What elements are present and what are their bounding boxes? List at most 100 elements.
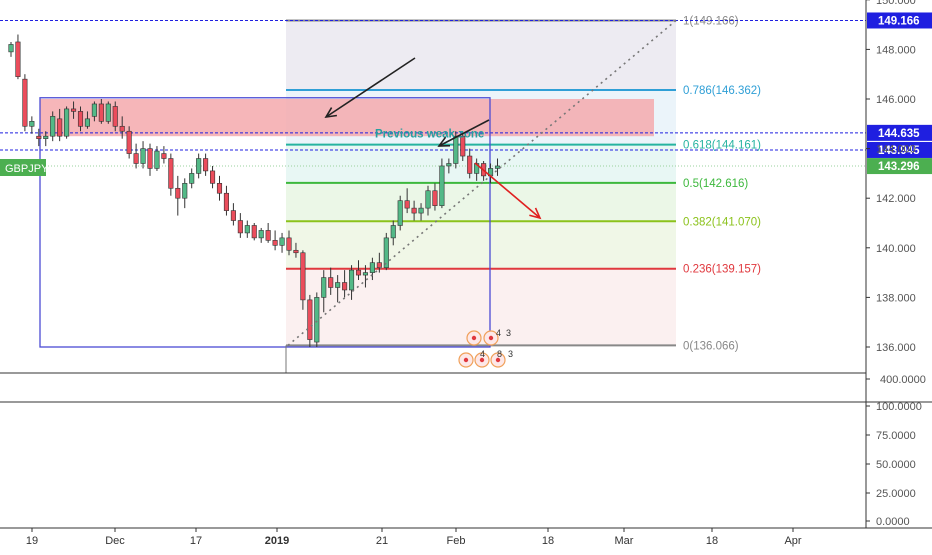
- candle-body: [210, 170, 216, 184]
- candle-body: [154, 150, 160, 169]
- indicator-tick-label: 50.0000: [876, 459, 916, 471]
- candle-body: [216, 183, 223, 194]
- candle-body: [467, 155, 473, 174]
- price-tag-bg: [867, 141, 932, 158]
- candle-body: [36, 135, 42, 139]
- candle-body: [203, 158, 209, 172]
- candle-body: [189, 173, 195, 184]
- range-box-rect: [39, 97, 491, 348]
- price-tag-bg: [867, 12, 932, 29]
- candle-body: [453, 135, 459, 164]
- candle-body: [383, 237, 389, 268]
- price-level-lines: [0, 19, 866, 167]
- candle-body: [223, 192, 229, 211]
- candle-body: [376, 262, 382, 268]
- candle-body: [355, 269, 362, 276]
- candle-body: [57, 118, 63, 137]
- candle-body: [335, 282, 341, 288]
- candle-body: [147, 148, 153, 169]
- pattern-marker-label: 4: [496, 328, 501, 338]
- time-tick-label: Mar: [615, 535, 634, 547]
- candle-body: [8, 44, 14, 53]
- candle-body: [22, 78, 28, 127]
- fib-label: 0.5(142.616): [683, 178, 748, 190]
- pattern-marker-label: 3: [508, 349, 513, 359]
- arrow-to-zone-shaft: [325, 57, 416, 118]
- time-tick-label: 21: [376, 535, 388, 547]
- candle-body: [342, 282, 348, 291]
- candle-body: [425, 190, 431, 209]
- price-axis: 149.166 144.635 143.945 143.296 150.000 148.0…: [0, 0, 932, 529]
- time-tick-label: Apr: [784, 535, 801, 547]
- fib-label: 0.618(144.161): [683, 140, 761, 152]
- fib-label: 0(136.066): [683, 340, 739, 352]
- candle-body: [300, 252, 306, 301]
- zone-label: Previous weak zone: [375, 129, 484, 141]
- price-tick-label: 136.000: [876, 342, 916, 354]
- pattern-marker-label: 8: [497, 349, 502, 359]
- price-tag-bg: [867, 124, 932, 141]
- candle-body: [43, 135, 49, 139]
- fib-band: [286, 20, 676, 91]
- price-tag-label: 149.166: [878, 15, 920, 27]
- candle-body: [397, 200, 403, 226]
- candle-body: [84, 118, 90, 127]
- price-tick-label: 144.000: [876, 144, 916, 156]
- arrow-to-zone-head: [324, 107, 338, 119]
- time-tick-label: Dec: [105, 535, 125, 547]
- candle-body: [126, 130, 132, 154]
- pattern-marker-dot: [479, 357, 485, 363]
- indicator-tick-label: 100.0000: [876, 401, 922, 413]
- candle-body: [293, 249, 299, 254]
- candle-body: [71, 108, 77, 112]
- candle-body: [64, 108, 70, 137]
- candle-body: [286, 237, 292, 251]
- fib-label: 0.786(146.362): [683, 85, 761, 97]
- candles: [8, 34, 501, 347]
- candle-body: [307, 299, 313, 340]
- candle-body: [237, 220, 243, 234]
- candle-body: [348, 269, 355, 291]
- symbol-label: GBPJPY: [5, 163, 49, 175]
- candle-body: [272, 240, 278, 246]
- arrow-to-wick-shaft: [438, 119, 490, 147]
- price-tick-label: 140.000: [876, 243, 916, 255]
- time-tick-label: 19: [26, 535, 38, 547]
- candle-body: [279, 237, 285, 246]
- price-tag-label: 143.945: [878, 145, 920, 157]
- candle-body: [460, 135, 466, 157]
- candle-body: [418, 207, 424, 214]
- pattern-marker-dot: [495, 357, 501, 363]
- arrow-to-wick-head: [437, 136, 451, 147]
- pattern-marker-dot: [488, 335, 494, 341]
- fib-label: 1(149.166): [683, 15, 739, 27]
- candle-body: [439, 165, 445, 206]
- candle-body: [175, 187, 181, 199]
- candle-body: [98, 103, 104, 122]
- candle-body: [168, 158, 174, 189]
- price-tick-label: 148.000: [876, 44, 916, 56]
- candle-body: [362, 272, 369, 276]
- candle-body: [29, 121, 35, 127]
- candle-body: [314, 297, 320, 343]
- price-tick-label: 146.000: [876, 94, 916, 106]
- candle-body: [321, 277, 327, 298]
- weak-zone-rect: [40, 99, 654, 137]
- candle-body: [230, 210, 236, 221]
- price-tag-label: 144.635: [878, 128, 920, 140]
- candle-body: [244, 225, 250, 234]
- fib-band: [286, 182, 676, 222]
- candle-body: [258, 230, 264, 239]
- candle-body: [369, 262, 375, 273]
- candle-body: [112, 106, 118, 127]
- time-tick-label: 18: [706, 535, 718, 547]
- candle-body: [50, 116, 56, 137]
- fib-band: [286, 144, 676, 183]
- fib-label: 0.236(139.157): [683, 264, 761, 276]
- candle-body: [265, 230, 271, 241]
- pattern-marker-label: 4: [480, 349, 485, 359]
- candle-body: [494, 165, 501, 169]
- candle-body: [161, 153, 167, 159]
